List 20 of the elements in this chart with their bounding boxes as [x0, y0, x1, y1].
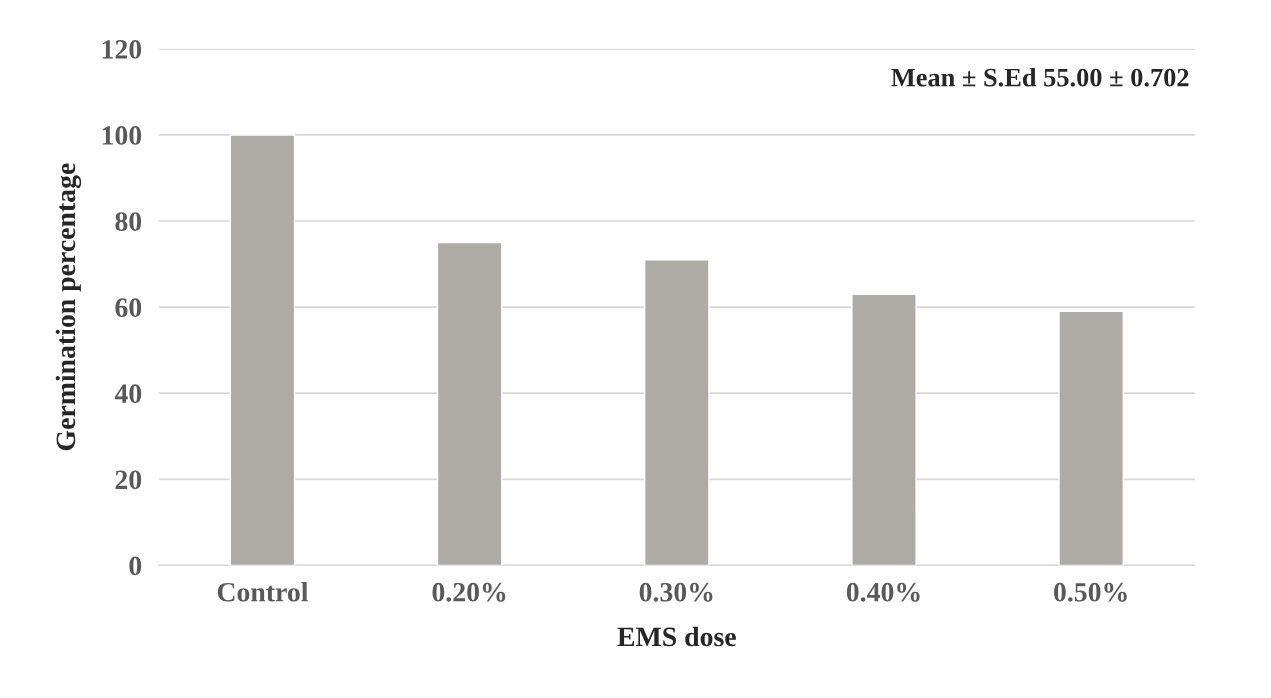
- x-axis-title: EMS dose: [617, 626, 736, 647]
- bar: [229, 134, 296, 566]
- y-tick-label: 80: [115, 212, 142, 231]
- y-axis-title: Germination percentage: [55, 163, 82, 451]
- x-tick-label: Control: [217, 582, 309, 602]
- y-tick-label: 20: [115, 470, 142, 490]
- y-tick-label: 120: [102, 40, 142, 59]
- y-tick-label: 100: [102, 126, 142, 145]
- y-tick-label: 0: [129, 556, 142, 576]
- bar: [436, 241, 503, 566]
- x-tick-label: 0.40%: [846, 582, 920, 602]
- bar: [851, 293, 917, 566]
- bar: [644, 259, 710, 566]
- x-tick-label: 0.30%: [639, 582, 713, 602]
- x-tick-label: 0.20%: [432, 582, 506, 602]
- y-tick-label: 40: [114, 384, 142, 404]
- y-tick-label: 60: [115, 298, 142, 318]
- annotation: Mean ± S.Ed 55.00 ± 0.702: [891, 67, 1189, 87]
- x-tick-label: 0.50%: [1054, 582, 1127, 602]
- bar: [1058, 310, 1124, 566]
